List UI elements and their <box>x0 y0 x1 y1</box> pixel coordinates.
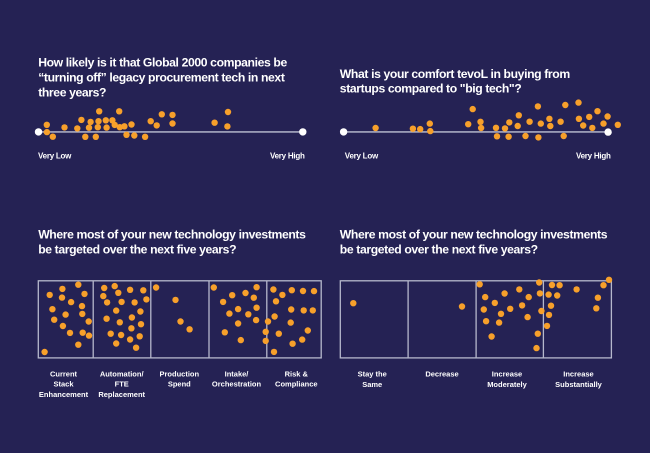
svg-text:Replacement: Replacement <box>98 390 145 399</box>
svg-text:Very High: Very High <box>270 151 305 160</box>
svg-text:be targeted over the next five: be targeted over the next five years? <box>340 242 538 256</box>
svg-text:be targeted over the next five: be targeted over the next five years? <box>38 242 236 256</box>
svg-text:“turning off” legacy procureme: “turning off” legacy procurement tech in… <box>38 70 285 84</box>
svg-text:Compliance: Compliance <box>275 380 318 389</box>
svg-text:Spend: Spend <box>168 380 191 389</box>
svg-text:Enhancement: Enhancement <box>39 390 89 399</box>
svg-text:Same: Same <box>362 380 382 389</box>
svg-text:Increase: Increase <box>492 369 522 378</box>
svg-text:Risk &: Risk & <box>285 370 309 379</box>
svg-text:Very High: Very High <box>576 152 611 161</box>
svg-text:Very Low: Very Low <box>345 152 379 161</box>
svg-text:Substantially: Substantially <box>555 380 603 389</box>
svg-text:How likely is it that Global 2: How likely is it that Global 2000 compan… <box>38 55 287 69</box>
svg-text:Moderately: Moderately <box>487 380 527 389</box>
svg-text:startups compared to "big tech: startups compared to "big tech"? <box>340 82 522 96</box>
svg-text:Decrease: Decrease <box>425 369 458 378</box>
svg-text:Orchestration: Orchestration <box>212 380 262 389</box>
svg-text:Where most of your new technol: Where most of your new technology invest… <box>38 228 306 242</box>
svg-text:Increase: Increase <box>563 369 593 378</box>
svg-text:Intake/: Intake/ <box>225 370 250 379</box>
svg-text:Automation/: Automation/ <box>100 370 145 379</box>
svg-text:What is your comfort tevoL in: What is your comfort tevoL in buying fro… <box>340 67 571 81</box>
svg-text:Stay the: Stay the <box>358 369 387 378</box>
svg-text:Production: Production <box>160 370 200 379</box>
svg-text:Current: Current <box>50 370 78 379</box>
svg-text:Stack: Stack <box>53 380 74 389</box>
svg-text:FTE: FTE <box>115 380 129 389</box>
svg-text:three years?: three years? <box>38 85 106 99</box>
svg-text:Very Low: Very Low <box>38 151 72 160</box>
svg-text:Where most of your new technol: Where most of your new technology invest… <box>340 228 608 242</box>
